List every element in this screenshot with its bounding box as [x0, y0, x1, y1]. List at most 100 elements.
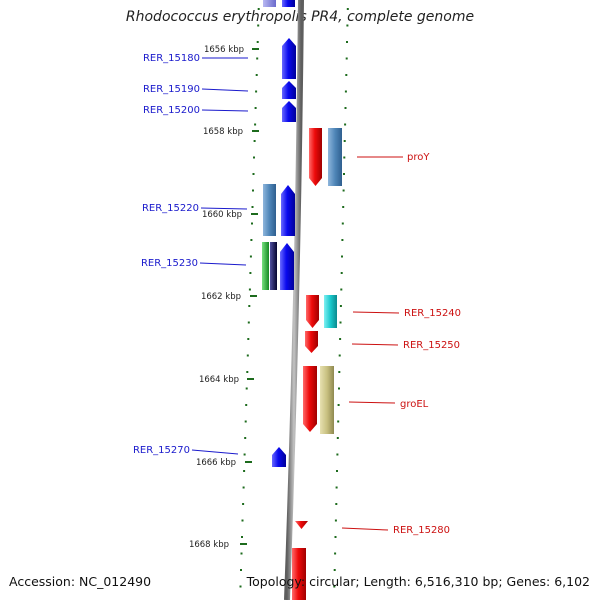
tick-dot-left: [246, 371, 249, 373]
tick-dot-right: [339, 338, 342, 340]
tick-dot-right: [342, 206, 345, 208]
tick-dot-left: [256, 57, 259, 60]
gene-arrow-partial-blue: [282, 0, 295, 7]
gene-arrow-RER_15180: [282, 38, 296, 79]
genome-summary: Topology: circular; Length: 6,516,310 bp…: [246, 574, 590, 589]
gene-label-RER_15220[interactable]: RER_15220: [142, 203, 248, 214]
gene-features: [262, 0, 342, 600]
scale-label-1666: 1666 kbp: [196, 458, 252, 468]
tick-dot-left: [248, 288, 251, 291]
svg-text:1662 kbp: 1662 kbp: [201, 292, 241, 302]
svg-text:1660 kbp: 1660 kbp: [202, 210, 242, 220]
tick-dot-right: [340, 272, 343, 274]
svg-text:1656 kbp: 1656 kbp: [204, 45, 244, 55]
tick-dot-right: [346, 41, 348, 43]
tick-dot-right: [344, 123, 347, 126]
gene-label-RER_15250[interactable]: RER_15250: [351, 340, 460, 351]
tick-dot-right: [334, 519, 337, 522]
gene-label-RER_15190[interactable]: RER_15190: [143, 84, 249, 95]
scale-label-1662: 1662 kbp: [201, 292, 257, 302]
tick-dot-right: [336, 453, 339, 456]
tick-dot-left: [249, 272, 252, 274]
tick-dot-left: [251, 222, 253, 225]
svg-text:RER_15270: RER_15270: [133, 445, 190, 456]
tick-dot-left: [257, 8, 260, 10]
tick-dot-right: [336, 437, 339, 439]
gene-arrow-groEL: [303, 366, 317, 432]
scale-labels: 1656 kbp 1658 kbp 1660 kbp 1662 kbp 1664…: [189, 45, 259, 550]
tick-dot-right: [346, 8, 349, 10]
tick-dot-left: [255, 74, 258, 76]
gene-label-RER_15280[interactable]: RER_15280: [341, 525, 450, 536]
tick-dot-left: [257, 24, 260, 27]
gene-label-RER_15200[interactable]: RER_15200: [143, 105, 249, 116]
tick-dot-left: [239, 585, 242, 588]
tick-dot-right: [345, 57, 348, 60]
tick-dot-left: [249, 255, 252, 258]
tick-dot-right: [334, 552, 337, 555]
tick-dot-left: [243, 470, 246, 472]
gene-arrow-partial-lavender: [263, 0, 276, 7]
svg-text:RER_15200: RER_15200: [143, 105, 200, 116]
tick-dot-left: [242, 503, 245, 505]
gene-label-RER_15180[interactable]: RER_15180: [143, 53, 248, 64]
scale-label-1660: 1660 kbp: [202, 210, 258, 220]
gene-arrow-RER_15280: [295, 521, 308, 529]
tick-dot-right: [339, 321, 342, 324]
tick-dot-right: [338, 387, 340, 390]
tick-dot-right: [337, 404, 340, 406]
gene-label-groEL[interactable]: groEL: [348, 399, 429, 410]
tick-dot-left: [241, 536, 243, 538]
gene-arrow-RER_15230: [280, 243, 294, 290]
tick-dot-right: [335, 503, 338, 505]
tick-dot-left: [242, 486, 245, 489]
gene-label-RER_15230[interactable]: RER_15230: [141, 258, 247, 269]
scale-label-1656: 1656 kbp: [204, 45, 259, 55]
tick-dot-left: [240, 552, 243, 555]
tick-dot-right: [339, 305, 342, 307]
svg-text:RER_15280: RER_15280: [393, 525, 450, 536]
tick-dot-left: [244, 420, 247, 423]
tick-dot-right: [341, 255, 343, 258]
gene-block-steel-1: [328, 128, 342, 186]
gene-block-cyan: [324, 295, 337, 328]
svg-text:RER_15240: RER_15240: [404, 308, 461, 319]
gene-arrow-RER_15270: [272, 447, 286, 467]
tick-dot-right: [346, 24, 349, 27]
svg-text:1664 kbp: 1664 kbp: [199, 375, 239, 385]
svg-text:1666 kbp: 1666 kbp: [196, 458, 236, 468]
tick-dot-right: [333, 585, 336, 588]
gene-block-navy: [270, 242, 277, 290]
tick-dot-right: [341, 239, 344, 241]
tick-dot-left: [252, 189, 254, 192]
tick-dot-right: [344, 90, 347, 93]
gene-labels-left: RER_15180 RER_15190 RER_15200 RER_15220 …: [133, 53, 249, 456]
tick-dot-left: [253, 156, 255, 159]
scale-label-1658: 1658 kbp: [203, 127, 259, 137]
gene-label-RER_15240[interactable]: RER_15240: [352, 308, 461, 319]
tick-dot-left: [248, 305, 251, 307]
gene-label-RER_15270[interactable]: RER_15270: [133, 445, 239, 456]
tick-dot-left: [246, 354, 249, 357]
svg-text:RER_15180: RER_15180: [143, 53, 200, 64]
tick-dot-left: [253, 140, 256, 142]
tick-dot-left: [244, 437, 247, 439]
tick-dot-left: [247, 321, 250, 324]
svg-text:RER_15250: RER_15250: [403, 340, 460, 351]
tick-dot-left: [243, 453, 246, 456]
gene-block-khaki: [320, 366, 334, 434]
gene-label-proY[interactable]: proY: [357, 152, 430, 163]
tick-dot-right: [342, 189, 345, 192]
gene-arrow-RER_15200: [282, 101, 296, 122]
gene-arrow-RER_15250: [305, 331, 318, 353]
tick-dot-right: [333, 569, 336, 571]
tick-dot-right: [340, 288, 343, 291]
tick-dot-right: [338, 371, 341, 373]
tick-dot-right: [337, 420, 340, 423]
svg-text:1658 kbp: 1658 kbp: [203, 127, 243, 137]
tick-dot-left: [245, 387, 248, 390]
tick-dot-right: [343, 140, 346, 142]
gene-labels-right: proY RER_15240 RER_15250 groEL RER_15280: [341, 152, 461, 536]
tick-dot-right: [335, 486, 338, 489]
